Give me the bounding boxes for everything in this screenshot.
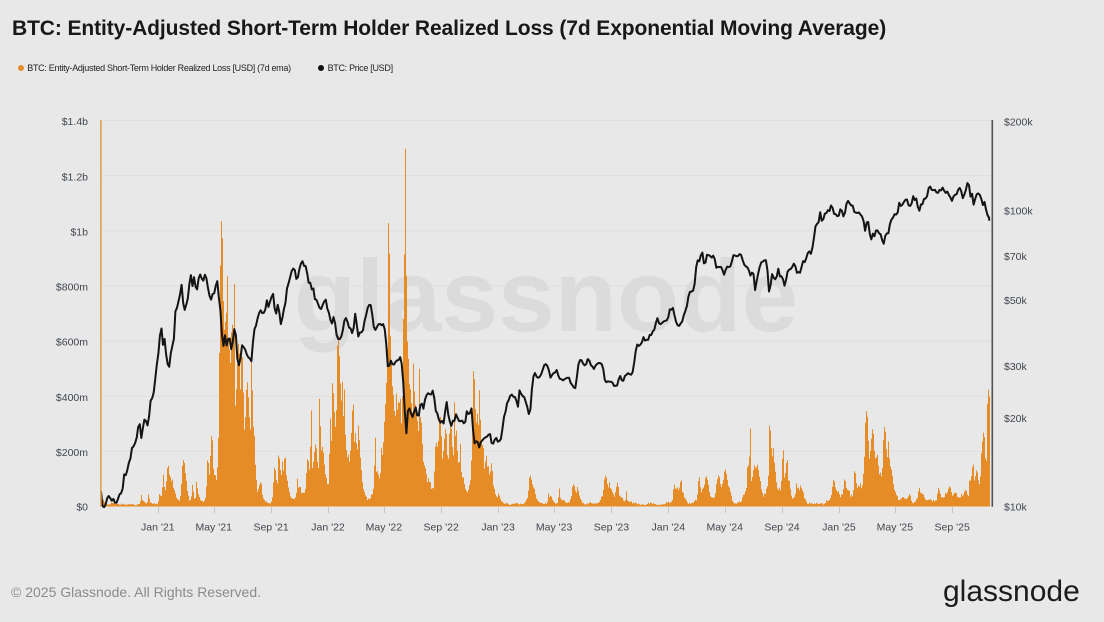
- svg-text:$20k: $20k: [1004, 413, 1028, 425]
- svg-text:$10k: $10k: [1004, 502, 1028, 514]
- svg-text:Jan '22: Jan '22: [311, 522, 345, 534]
- svg-text:May '25: May '25: [877, 522, 914, 534]
- svg-text:$100k: $100k: [1004, 206, 1033, 218]
- svg-text:$70k: $70k: [1004, 251, 1028, 263]
- svg-text:Sep '24: Sep '24: [764, 522, 799, 534]
- svg-text:$50k: $50k: [1004, 295, 1028, 307]
- svg-text:$1.4b: $1.4b: [62, 116, 88, 128]
- svg-text:glassnode: glassnode: [294, 239, 798, 353]
- svg-text:Jan '25: Jan '25: [822, 522, 856, 534]
- svg-text:$1.2b: $1.2b: [62, 171, 88, 183]
- svg-text:Jan '24: Jan '24: [652, 522, 686, 534]
- svg-text:May '22: May '22: [366, 522, 403, 534]
- svg-text:$600m: $600m: [56, 337, 88, 349]
- svg-text:$30k: $30k: [1004, 361, 1028, 373]
- svg-text:May '21: May '21: [195, 522, 232, 534]
- svg-text:Sep '23: Sep '23: [594, 522, 629, 534]
- svg-text:$800m: $800m: [56, 282, 88, 294]
- svg-text:Sep '21: Sep '21: [253, 522, 288, 534]
- svg-text:Sep '22: Sep '22: [424, 522, 459, 534]
- svg-text:Jan '23: Jan '23: [481, 522, 515, 534]
- svg-text:$0: $0: [76, 502, 88, 514]
- svg-text:May '24: May '24: [706, 522, 743, 534]
- svg-text:Jan '21: Jan '21: [141, 522, 175, 534]
- svg-text:Sep '25: Sep '25: [935, 522, 970, 534]
- svg-text:$200m: $200m: [56, 447, 88, 459]
- svg-text:May '23: May '23: [536, 522, 573, 534]
- svg-text:$1b: $1b: [70, 227, 88, 239]
- svg-text:$200k: $200k: [1004, 116, 1033, 128]
- svg-text:$400m: $400m: [56, 392, 88, 404]
